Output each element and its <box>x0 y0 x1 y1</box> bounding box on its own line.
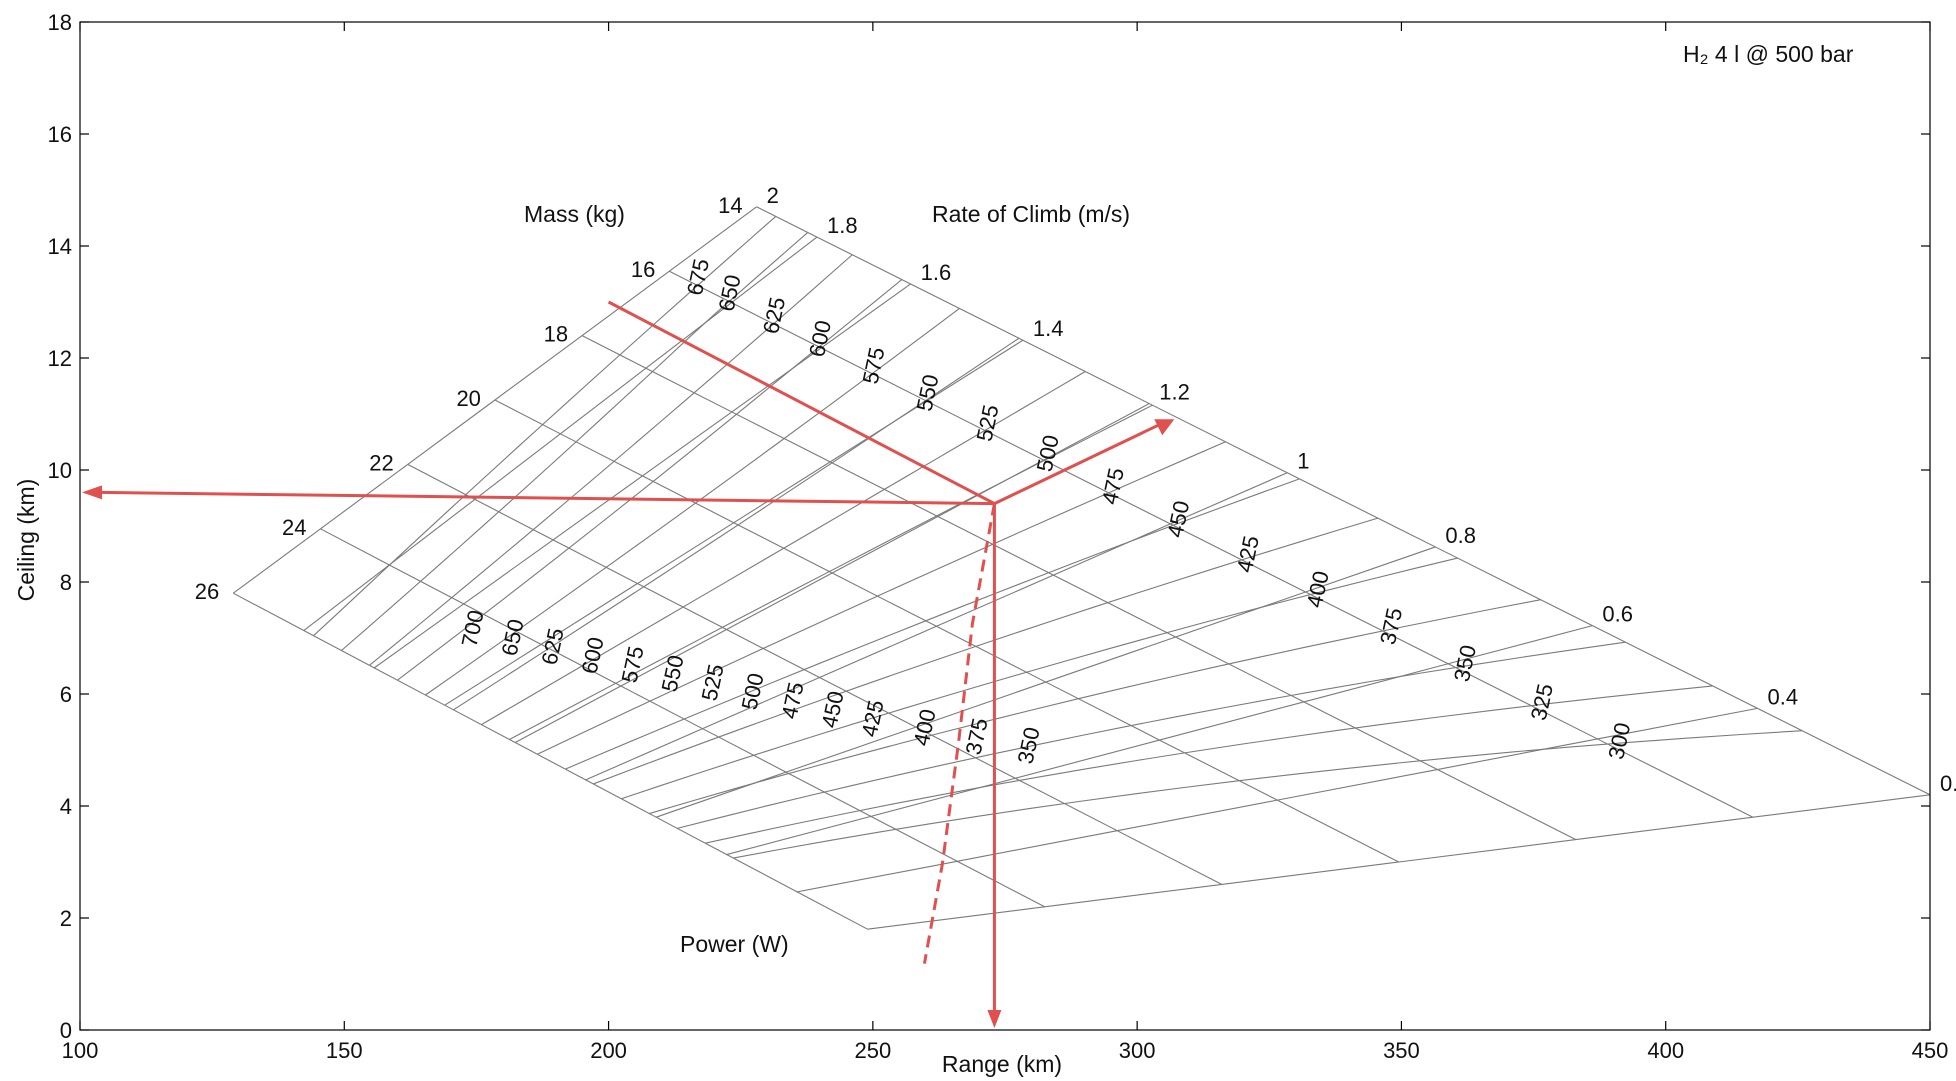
climb-line-label: 1.2 <box>1159 380 1190 405</box>
x-tick-label: 450 <box>1912 1038 1949 1063</box>
mass-line <box>581 335 1577 841</box>
power-curve-label-lower: 625 <box>537 626 569 667</box>
x-tick-label: 100 <box>62 1038 99 1063</box>
power-curve <box>593 517 1379 785</box>
climb-arrowhead <box>1154 419 1175 436</box>
x-tick-label: 250 <box>854 1038 891 1063</box>
mass-line <box>320 528 1045 908</box>
climb-line-label: 2 <box>767 183 779 208</box>
power-curve-label-lower: 475 <box>777 680 809 721</box>
power-curve <box>313 216 777 637</box>
climb-line <box>373 283 911 669</box>
mass-axis-title: Mass (kg) <box>524 201 625 227</box>
power-curve-label-lower: 525 <box>697 662 729 703</box>
solution-path <box>82 300 1175 1028</box>
climb-line <box>232 206 757 594</box>
mass-line-label: 14 <box>718 193 742 218</box>
x-axis-title: Range (km) <box>942 1051 1062 1077</box>
axes <box>79 21 1931 1031</box>
carpet-grid <box>232 206 1931 930</box>
power-curve-label-lower: 500 <box>737 671 769 712</box>
y-tick-label: 4 <box>60 794 72 819</box>
x-tick-label: 150 <box>326 1038 363 1063</box>
mass-line-label: 24 <box>282 515 306 540</box>
y-tick-label: 18 <box>48 10 72 35</box>
y-tick-label: 0 <box>60 1018 72 1043</box>
storage-annotation: H₂ 4 l @ 500 bar <box>1683 41 1854 67</box>
y-tick-label: 6 <box>60 682 72 707</box>
climb-axis-title: Rate of Climb (m/s) <box>932 201 1130 227</box>
climb-line-label: 0.2 <box>1940 771 1956 796</box>
power-curve-label-lower: 450 <box>817 689 849 730</box>
mass-line <box>233 592 868 930</box>
power-curve-label-lower: 375 <box>961 716 993 757</box>
power-curve <box>649 599 1541 815</box>
climb-line <box>585 472 1288 781</box>
mass-line <box>494 399 1400 863</box>
power-curve-label-lower: 425 <box>857 698 889 739</box>
power-curve-label-lower: 700 <box>457 608 489 649</box>
carpet-labels: 14 16 18 20 22 24 26 2 1.8 1.6 1.4 1.2 1 0.8 0.6 0.4 0.2… <box>195 183 1956 796</box>
mass-line-label: 16 <box>631 257 655 282</box>
mass-line-label: 26 <box>195 579 219 604</box>
y-tick-label: 2 <box>60 906 72 931</box>
climb-line-label: 1.8 <box>827 213 858 238</box>
mass-line-label: 18 <box>544 322 568 347</box>
power-curve <box>509 404 1153 740</box>
power-curve-label-lower: 400 <box>909 707 941 748</box>
ceiling-arrowhead <box>82 485 102 500</box>
power-axis-title: Power (W) <box>680 931 789 957</box>
y-tick-label: 12 <box>48 346 72 371</box>
mass-line <box>669 270 1754 818</box>
power-curve <box>565 478 1300 770</box>
mass-line <box>407 463 1222 885</box>
power-path-dashed <box>922 503 996 964</box>
climb-line <box>514 403 1150 744</box>
y-tick-label: 14 <box>48 234 72 259</box>
climb-line-label: 0.8 <box>1445 523 1476 548</box>
climb-line <box>867 794 1931 930</box>
mass-line <box>756 206 1931 796</box>
climb-line-label: 1.6 <box>921 260 952 285</box>
climb-line <box>726 625 1593 856</box>
climb-line-label: 1.4 <box>1033 316 1064 341</box>
x-tick-label: 400 <box>1647 1038 1684 1063</box>
range-arrowhead <box>987 1010 1002 1028</box>
x-tick-label: 200 <box>590 1038 627 1063</box>
y-tick-label: 16 <box>48 122 72 147</box>
mass-line-label: 20 <box>456 386 480 411</box>
climb-arrow-line <box>993 423 1159 505</box>
climb-line-label: 0.6 <box>1602 602 1633 627</box>
power-curve <box>705 685 1713 844</box>
power-curve <box>733 730 1803 859</box>
mass-line-label: 22 <box>369 450 393 475</box>
y-tick-label: 8 <box>60 570 72 595</box>
power-curve <box>341 232 809 651</box>
power-curve <box>621 557 1458 800</box>
x-tick-label: 350 <box>1383 1038 1420 1063</box>
power-curve <box>397 279 903 681</box>
ceiling-arrow-line <box>99 490 995 506</box>
power-curve <box>453 337 1020 711</box>
power-curve <box>425 308 960 696</box>
plot-frame <box>79 21 1931 1031</box>
x-tick-label: 300 <box>1119 1038 1156 1063</box>
climb-line-label: 1 <box>1297 449 1309 474</box>
power-curve-label-lower: 575 <box>617 644 649 685</box>
power-curve-label-lower: 350 <box>1013 725 1045 766</box>
climb-line-label: 0.4 <box>1767 684 1798 709</box>
climb-line <box>444 339 1024 706</box>
power-curve <box>677 641 1626 829</box>
y-tick-label: 10 <box>48 458 72 483</box>
climb-line <box>796 707 1758 893</box>
power-curve <box>481 371 1086 726</box>
power-curve <box>537 441 1226 755</box>
power-curve <box>369 254 853 666</box>
y-axis-title: Ceiling (km) <box>13 479 39 602</box>
climb-line <box>655 546 1436 818</box>
power-curve-label-lower: 600 <box>577 635 609 676</box>
mass-path <box>607 300 996 505</box>
